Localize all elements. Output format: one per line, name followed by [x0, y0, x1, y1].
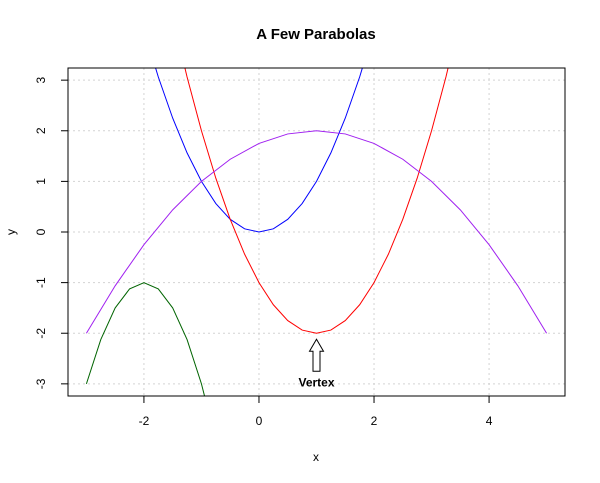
y-tick-label: 0	[34, 228, 48, 235]
y-tick-label: -1	[34, 277, 48, 288]
x-tick-label: 0	[256, 414, 263, 428]
curve	[184, 68, 449, 334]
x-tick-label: 2	[371, 414, 378, 428]
y-tick-label: -2	[34, 328, 48, 339]
y-tick-label: 1	[34, 178, 48, 185]
chart-title: A Few Parabolas	[256, 26, 376, 43]
curve	[155, 68, 363, 233]
y-tick-label: -3	[34, 378, 48, 389]
y-axis-label: y	[4, 229, 18, 235]
y-tick-label: 2	[34, 127, 48, 134]
x-tick-label: -2	[139, 414, 150, 428]
curve	[85, 130, 548, 334]
curve	[85, 282, 206, 396]
y-tick-label: 3	[34, 76, 48, 83]
annotation-text: Vertex	[298, 375, 334, 389]
x-tick-label: 4	[486, 414, 493, 428]
annotation-arrow	[308, 338, 325, 372]
x-axis-label: x	[313, 450, 319, 464]
plot-area	[85, 68, 548, 396]
